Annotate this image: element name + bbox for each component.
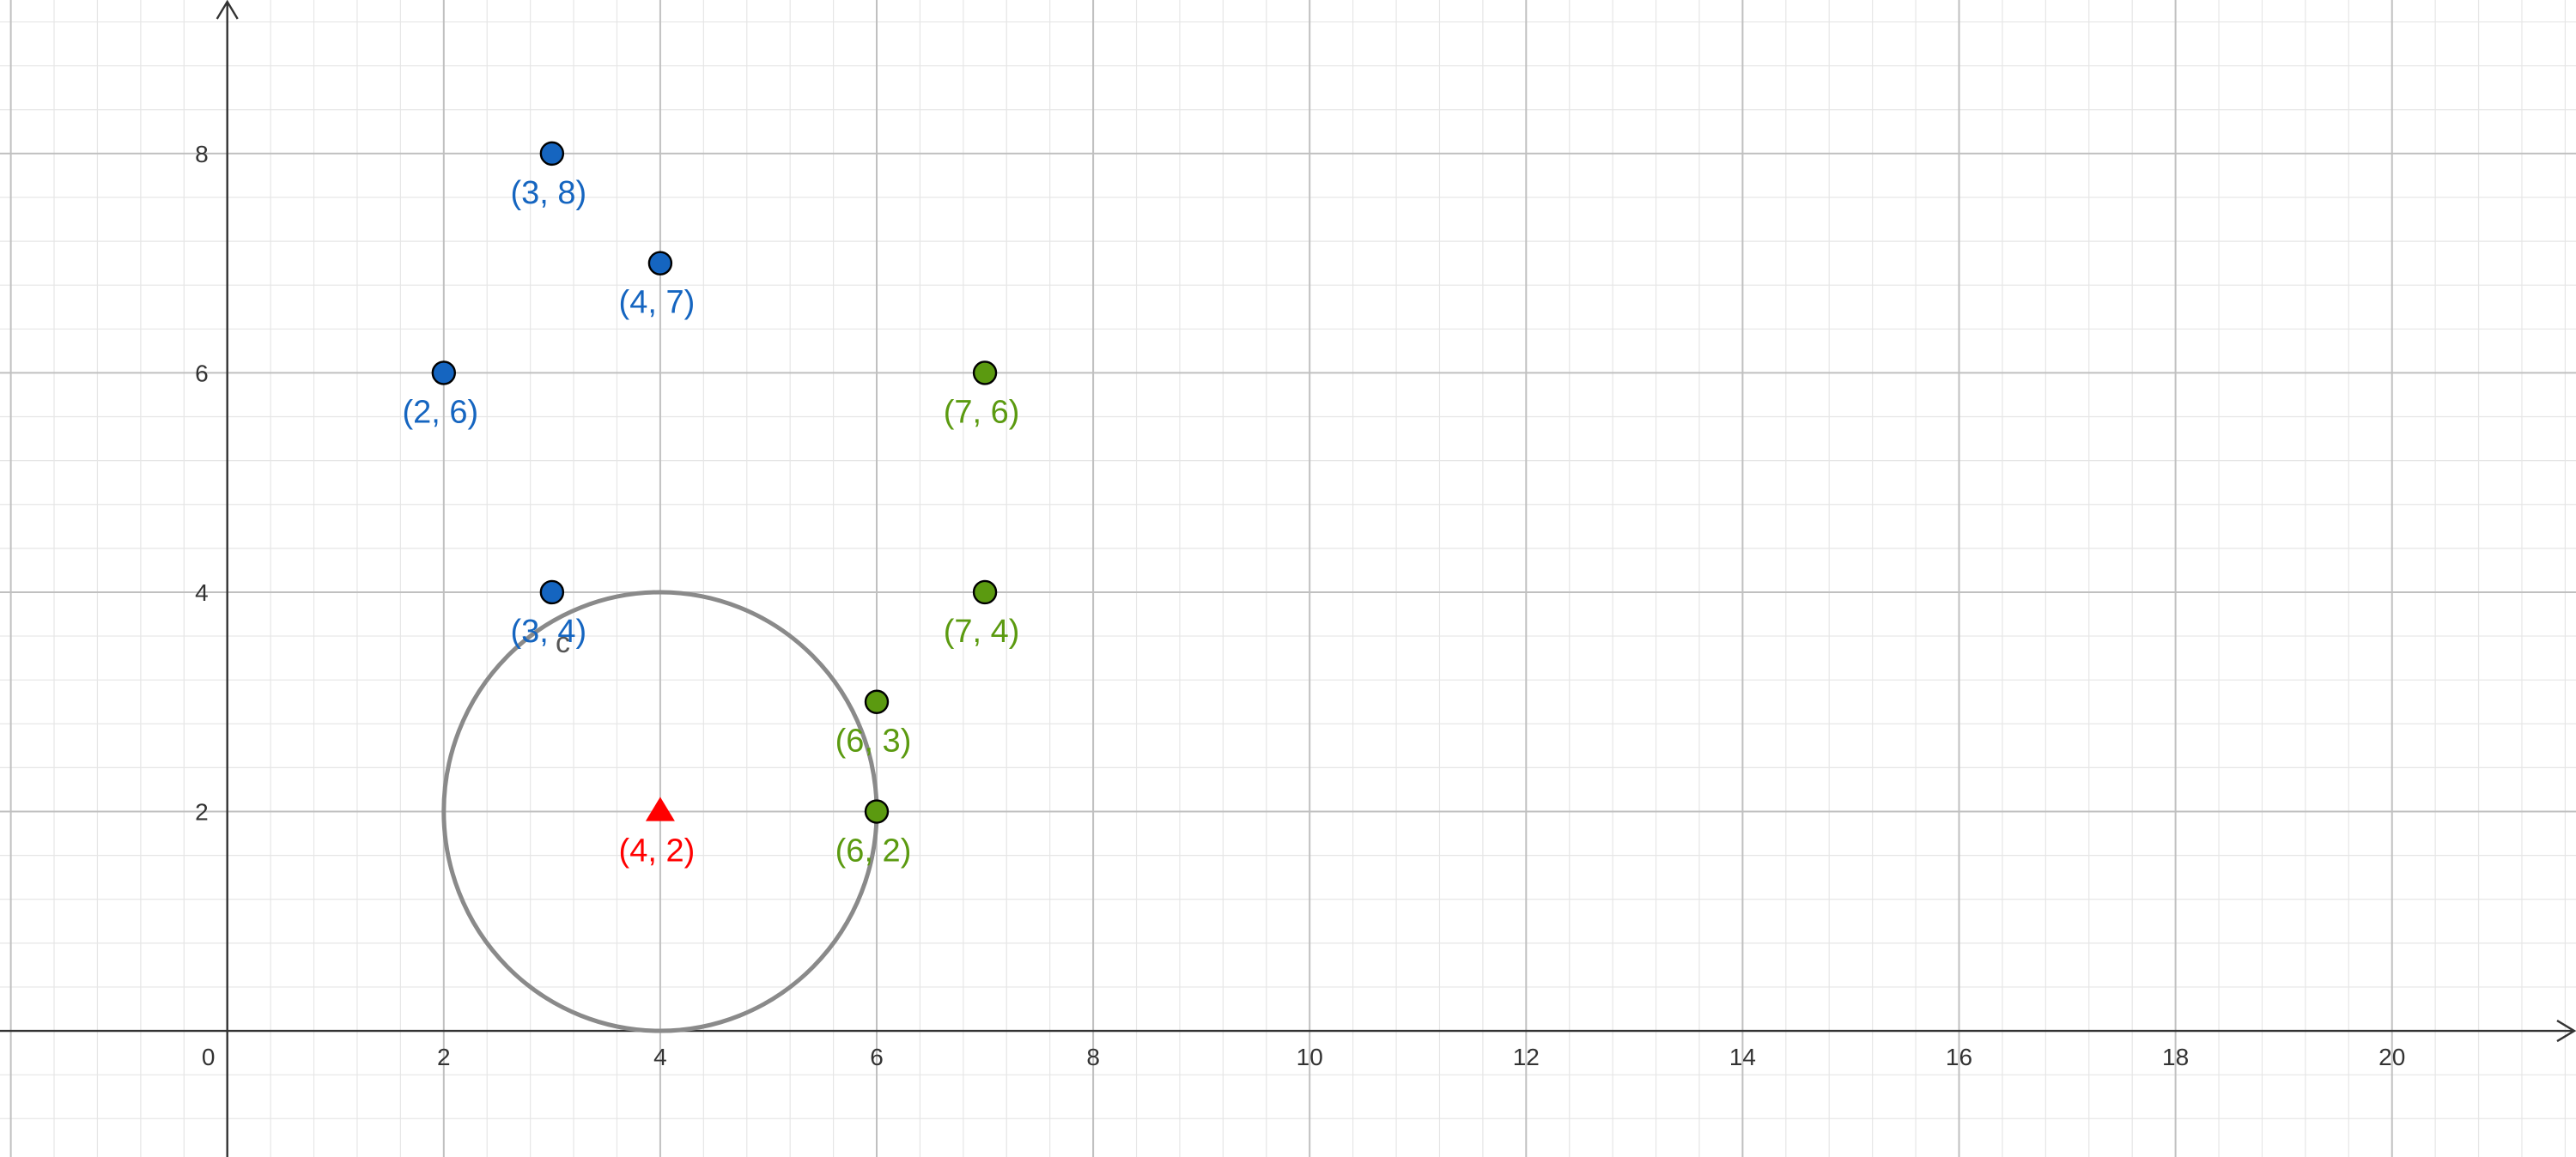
y-tick-label: 8 [195,141,209,167]
data-point-label: (3, 4) [511,614,587,650]
y-tick-label: 2 [195,799,209,826]
data-point [647,251,673,276]
y-tick-label: 6 [195,360,209,386]
data-point-label: (6, 3) [835,724,912,760]
x-axis-arrow [2556,1020,2576,1043]
data-point-label: (3, 8) [511,175,587,211]
data-point-label: (2, 6) [402,394,478,430]
circle-label: c [556,627,570,659]
points [431,141,998,824]
y-axis-arrow [216,0,239,20]
data-point [864,799,890,824]
x-tick-label: 16 [1946,1044,1972,1070]
y-tick-label: 4 [195,579,209,606]
data-point-label: (7, 4) [944,614,1020,650]
data-point [972,579,998,605]
data-point [539,141,565,167]
data-point [539,579,565,605]
data-point [864,689,890,714]
data-point-label: (4, 7) [619,285,696,321]
x-tick-label: 6 [870,1044,884,1070]
x-tick-label: 20 [2379,1044,2405,1070]
x-tick-label: 8 [1086,1044,1100,1070]
data-point [972,360,998,385]
x-tick-label: 4 [653,1044,667,1070]
tick-labels: 0 2 4 6 8 10 12 14 16 18 20 2 4 6 8 [195,141,2405,1070]
x-tick-label: 12 [1513,1044,1540,1070]
data-point-label: (4, 2) [619,833,696,869]
data-point-label: (7, 6) [944,394,1020,430]
data-point-label: (6, 2) [835,833,912,869]
x-tick-label: 10 [1297,1044,1323,1070]
data-point [431,360,457,385]
x-tick-label: 14 [1729,1044,1756,1070]
data-point [645,797,675,821]
x-tick-label: 2 [437,1044,451,1070]
x-tick-label: 18 [2162,1044,2189,1070]
origin-tick-label: 0 [202,1044,216,1070]
point-labels: (3, 8) (4, 7) (2, 6) (3, 4) (7, 6) (7, 4) (6, … [402,175,1019,869]
